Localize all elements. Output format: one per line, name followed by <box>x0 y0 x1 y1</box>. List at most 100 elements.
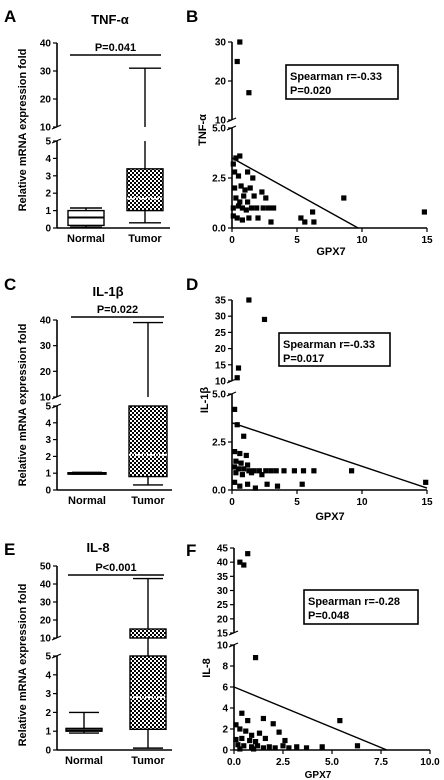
data-point <box>280 743 286 749</box>
data-point <box>291 468 297 474</box>
data-point <box>266 744 272 750</box>
data-point <box>243 207 249 213</box>
y-axis-label: IL-8 <box>201 658 213 678</box>
chart-title: TNF-α <box>91 12 129 27</box>
y-tick-label: 45 <box>217 544 229 555</box>
box <box>128 405 168 478</box>
data-point <box>245 199 251 205</box>
y-tick-label: 20 <box>215 77 227 88</box>
x-tick-label: 15 <box>421 497 433 508</box>
y-tick-label: 0.0 <box>212 224 226 235</box>
data-point <box>238 183 244 189</box>
y-tick-label: 40 <box>217 558 229 569</box>
data-point <box>252 485 258 491</box>
y-tick-label: 5 <box>45 402 51 413</box>
data-point <box>272 745 278 751</box>
data-point <box>233 722 239 728</box>
data-point <box>310 209 316 215</box>
data-point <box>230 161 236 167</box>
data-point <box>233 195 239 201</box>
data-point <box>235 742 241 748</box>
data-point <box>237 153 243 159</box>
box <box>129 628 167 639</box>
x-axis-label: GPX7 <box>316 246 345 258</box>
y-axis-label: IL-1β <box>199 387 211 414</box>
data-point <box>232 406 238 412</box>
axis-break-mark <box>226 125 237 131</box>
data-point <box>262 735 268 742</box>
x-tick-label: Tumor <box>131 495 165 507</box>
panel-d: IL-1β GPX7 0.0 2.5 5.0 10 15 20 25 30 35 0 5 10 15 Sp… <box>199 296 433 524</box>
data-point <box>254 743 261 749</box>
data-point <box>232 479 238 485</box>
y-tick-label: 20 <box>40 95 52 106</box>
data-point <box>271 205 277 211</box>
data-point <box>349 468 355 474</box>
x-tick-label: 10 <box>356 235 368 246</box>
x-tick-label: Tumor <box>131 755 165 767</box>
x-tick-label: 10 <box>356 497 368 508</box>
data-point <box>260 205 266 211</box>
y-tick-label: 0 <box>45 746 51 757</box>
axis-break-mark <box>51 124 62 130</box>
data-point <box>235 203 242 209</box>
y-tick-label: 2 <box>45 708 51 719</box>
data-point <box>254 205 260 211</box>
data-point <box>241 193 247 199</box>
y-tick-label: 10 <box>40 393 52 404</box>
data-point <box>239 205 245 211</box>
y-tick-label: 8 <box>222 662 228 673</box>
data-point <box>241 743 247 749</box>
data-point <box>232 464 238 470</box>
data-point <box>252 739 259 745</box>
regression-line <box>231 157 359 229</box>
data-point <box>265 205 271 211</box>
plot-area: 0.0 2.5 5.0 10 15 20 25 30 35 0 5 10 15 Spearman r=-0… <box>212 296 433 509</box>
data-point <box>421 209 427 215</box>
data-point <box>247 185 253 191</box>
data-point <box>239 217 245 223</box>
y-tick-label: 15 <box>217 629 229 640</box>
data-point <box>273 468 279 474</box>
data-point <box>294 744 300 750</box>
y-tick-label: 2.5 <box>212 438 226 449</box>
y-tick-label: 4 <box>222 704 228 715</box>
chart-title: IL-1β <box>92 284 123 299</box>
data-point <box>249 732 255 738</box>
spearman-label: Spearman r=-0.33 <box>283 339 375 351</box>
data-point <box>255 215 261 221</box>
data-point <box>256 730 263 736</box>
y-axis-label: Relative mRNA expression fold <box>17 584 29 747</box>
y-tick-label: 5 <box>45 652 51 663</box>
data-point <box>234 58 240 65</box>
x-tick-label: 10.0 <box>420 757 440 768</box>
y-tick-label: 3 <box>45 435 51 446</box>
data-point <box>239 710 245 716</box>
panel-c: IL-1β Relative mRNA expression fold 0 1 2 3… <box>17 284 172 507</box>
x-axis-label: GPX7 <box>305 770 332 780</box>
panel-letter-c: C <box>4 275 16 294</box>
y-tick-label: 10 <box>40 123 52 134</box>
data-point <box>337 718 343 724</box>
data-point <box>303 745 310 751</box>
y-tick-label: 5 <box>45 137 51 148</box>
data-point <box>251 746 257 752</box>
y-tick-label: 25 <box>215 328 227 339</box>
data-point <box>300 468 307 474</box>
data-point <box>234 215 240 221</box>
data-point <box>235 466 242 472</box>
y-tick-label: 6 <box>222 683 228 694</box>
y-tick-label: 0 <box>222 746 228 757</box>
panel-letter-e: E <box>4 540 15 559</box>
y-tick-label: 20 <box>40 616 52 627</box>
panel-letter-f: F <box>186 541 196 560</box>
chart-title: IL-8 <box>86 540 109 555</box>
y-axis-label: TNF-α <box>197 114 209 146</box>
data-point <box>243 452 249 459</box>
y-tick-label: 30 <box>40 341 52 352</box>
y-tick-label: 35 <box>217 572 229 583</box>
y-tick-label: 15 <box>215 360 227 371</box>
box <box>126 168 164 212</box>
